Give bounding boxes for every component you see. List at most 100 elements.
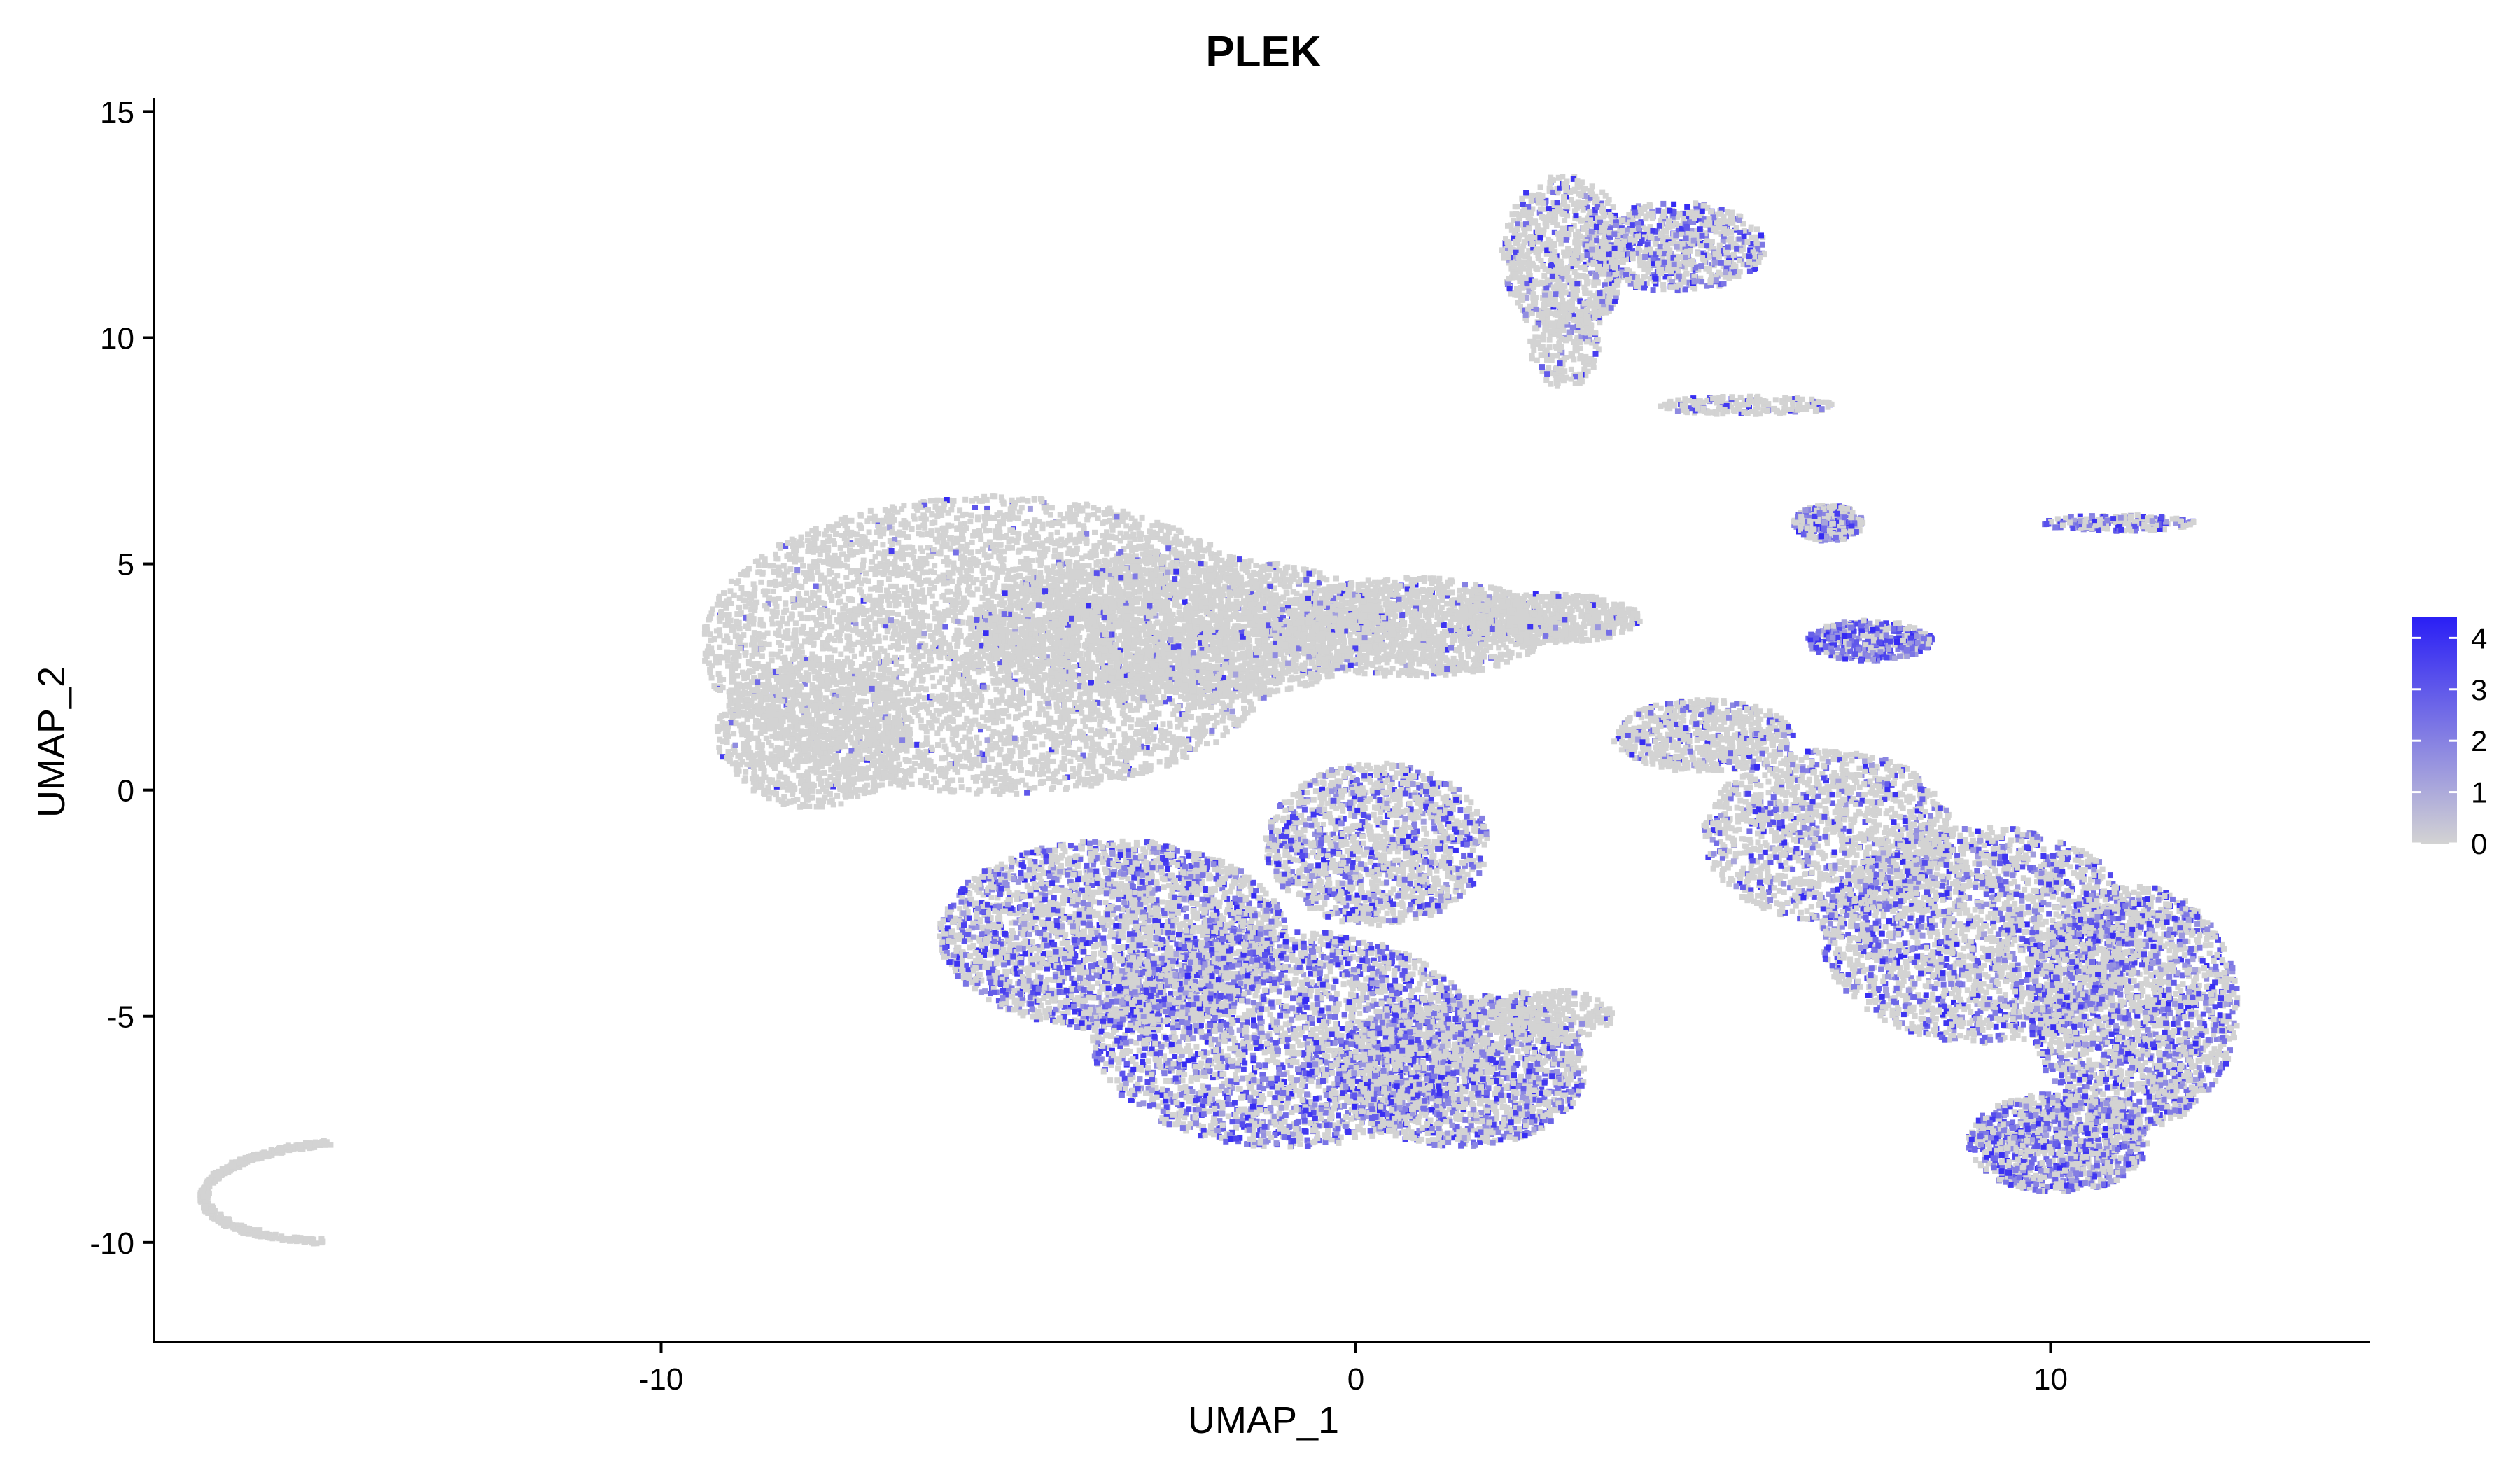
- cell-point: [990, 720, 997, 726]
- cell-point: [1072, 700, 1078, 706]
- cell-point: [803, 579, 808, 584]
- cell-point: [1214, 657, 1221, 664]
- cell-point: [843, 531, 849, 536]
- cell-point: [1152, 548, 1158, 554]
- cell-point: [858, 580, 864, 587]
- cell-point: [886, 576, 892, 582]
- cell-point: [1021, 742, 1027, 748]
- cell-point: [867, 515, 873, 522]
- cell-point: [858, 650, 864, 657]
- cell-point: [848, 648, 855, 654]
- cell-point: [969, 721, 975, 727]
- cell-point: [1175, 616, 1180, 622]
- cell-point: [1247, 671, 1253, 677]
- cell-point: [967, 664, 973, 671]
- cell-point: [852, 617, 858, 623]
- cell-point: [736, 652, 742, 659]
- cell-point: [820, 540, 827, 546]
- cell-point: [962, 511, 969, 517]
- cell-point: [902, 776, 908, 782]
- cell-point: [1040, 752, 1046, 759]
- cell-point: [1107, 517, 1113, 524]
- cell-point: [1152, 743, 1158, 750]
- cell-point: [1044, 546, 1051, 552]
- cell-point: [1146, 724, 1152, 730]
- cell-point: [1212, 617, 1218, 623]
- cell-point: [946, 676, 951, 682]
- cell-point: [1004, 512, 1011, 518]
- cell-point: [1111, 739, 1117, 746]
- cell-point: [932, 584, 937, 591]
- cell-point: [984, 510, 990, 516]
- cell-point: [911, 767, 917, 774]
- cell-point: [1035, 683, 1042, 690]
- cell-point: [955, 594, 961, 600]
- cell-point: [941, 743, 948, 750]
- cell-point: [1060, 516, 1067, 522]
- cell-point: [829, 654, 834, 661]
- cell-point: [1023, 782, 1029, 788]
- cell-point: [840, 606, 846, 612]
- cell-point: [1201, 713, 1208, 719]
- cell-point: [1135, 741, 1142, 747]
- cell-point: [1190, 732, 1196, 738]
- cell-point: [1136, 700, 1142, 706]
- cell-point: [989, 671, 995, 677]
- cell-point: [958, 522, 964, 528]
- cell-point: [1104, 551, 1110, 557]
- cell-point: [957, 756, 963, 762]
- cell-point: [785, 645, 792, 652]
- cell-point: [1072, 540, 1079, 546]
- cell-point: [878, 666, 884, 672]
- cell-point: [797, 611, 804, 617]
- cell-point: [985, 598, 991, 604]
- cell-point: [854, 766, 860, 772]
- cell-point: [1106, 710, 1112, 716]
- cell-point: [1116, 680, 1122, 687]
- cell-point: [1080, 732, 1086, 738]
- cell-point: [1134, 706, 1140, 713]
- cell-point: [820, 600, 826, 606]
- cell-point: [939, 737, 946, 743]
- cell-point: [848, 517, 855, 524]
- cell-point: [791, 573, 797, 579]
- cell-point: [1018, 678, 1024, 684]
- cell-point: [924, 613, 930, 620]
- cell-point: [894, 598, 899, 604]
- cell-point: [782, 580, 788, 587]
- cell-point: [948, 706, 954, 712]
- cell-point: [890, 643, 897, 649]
- cell-point: [932, 563, 938, 569]
- cell-point: [997, 668, 1004, 674]
- cell-point: [974, 562, 980, 568]
- cell-point: [1070, 774, 1076, 779]
- cell-point: [811, 707, 817, 713]
- cell-point: [909, 680, 916, 686]
- cell-point: [1128, 707, 1134, 713]
- cell-point: [927, 498, 934, 504]
- cell-point: [999, 718, 1005, 724]
- cell-point: [992, 780, 998, 786]
- cell-point: [940, 572, 946, 578]
- cell-point: [1077, 756, 1083, 762]
- cell-point: [1138, 536, 1144, 542]
- cell-point: [827, 645, 833, 652]
- cell-point: [953, 602, 959, 608]
- cell-point: [773, 582, 779, 589]
- cell-point: [1015, 515, 1021, 522]
- cell-point: [939, 645, 945, 652]
- cell-point: [744, 674, 750, 680]
- cell-point: [1084, 538, 1090, 545]
- cell-point: [947, 666, 953, 672]
- cell-point: [974, 577, 980, 583]
- cell-point: [881, 664, 887, 671]
- cell-point: [799, 542, 805, 548]
- cell-point: [1136, 737, 1142, 743]
- chart-title: PLEK: [1205, 28, 1322, 76]
- cell-point: [921, 662, 927, 668]
- cell-point: [958, 784, 965, 790]
- cell-point: [984, 737, 990, 743]
- cell-point: [1012, 785, 1018, 791]
- cell-point: [1128, 526, 1134, 532]
- cell-point: [1000, 515, 1007, 522]
